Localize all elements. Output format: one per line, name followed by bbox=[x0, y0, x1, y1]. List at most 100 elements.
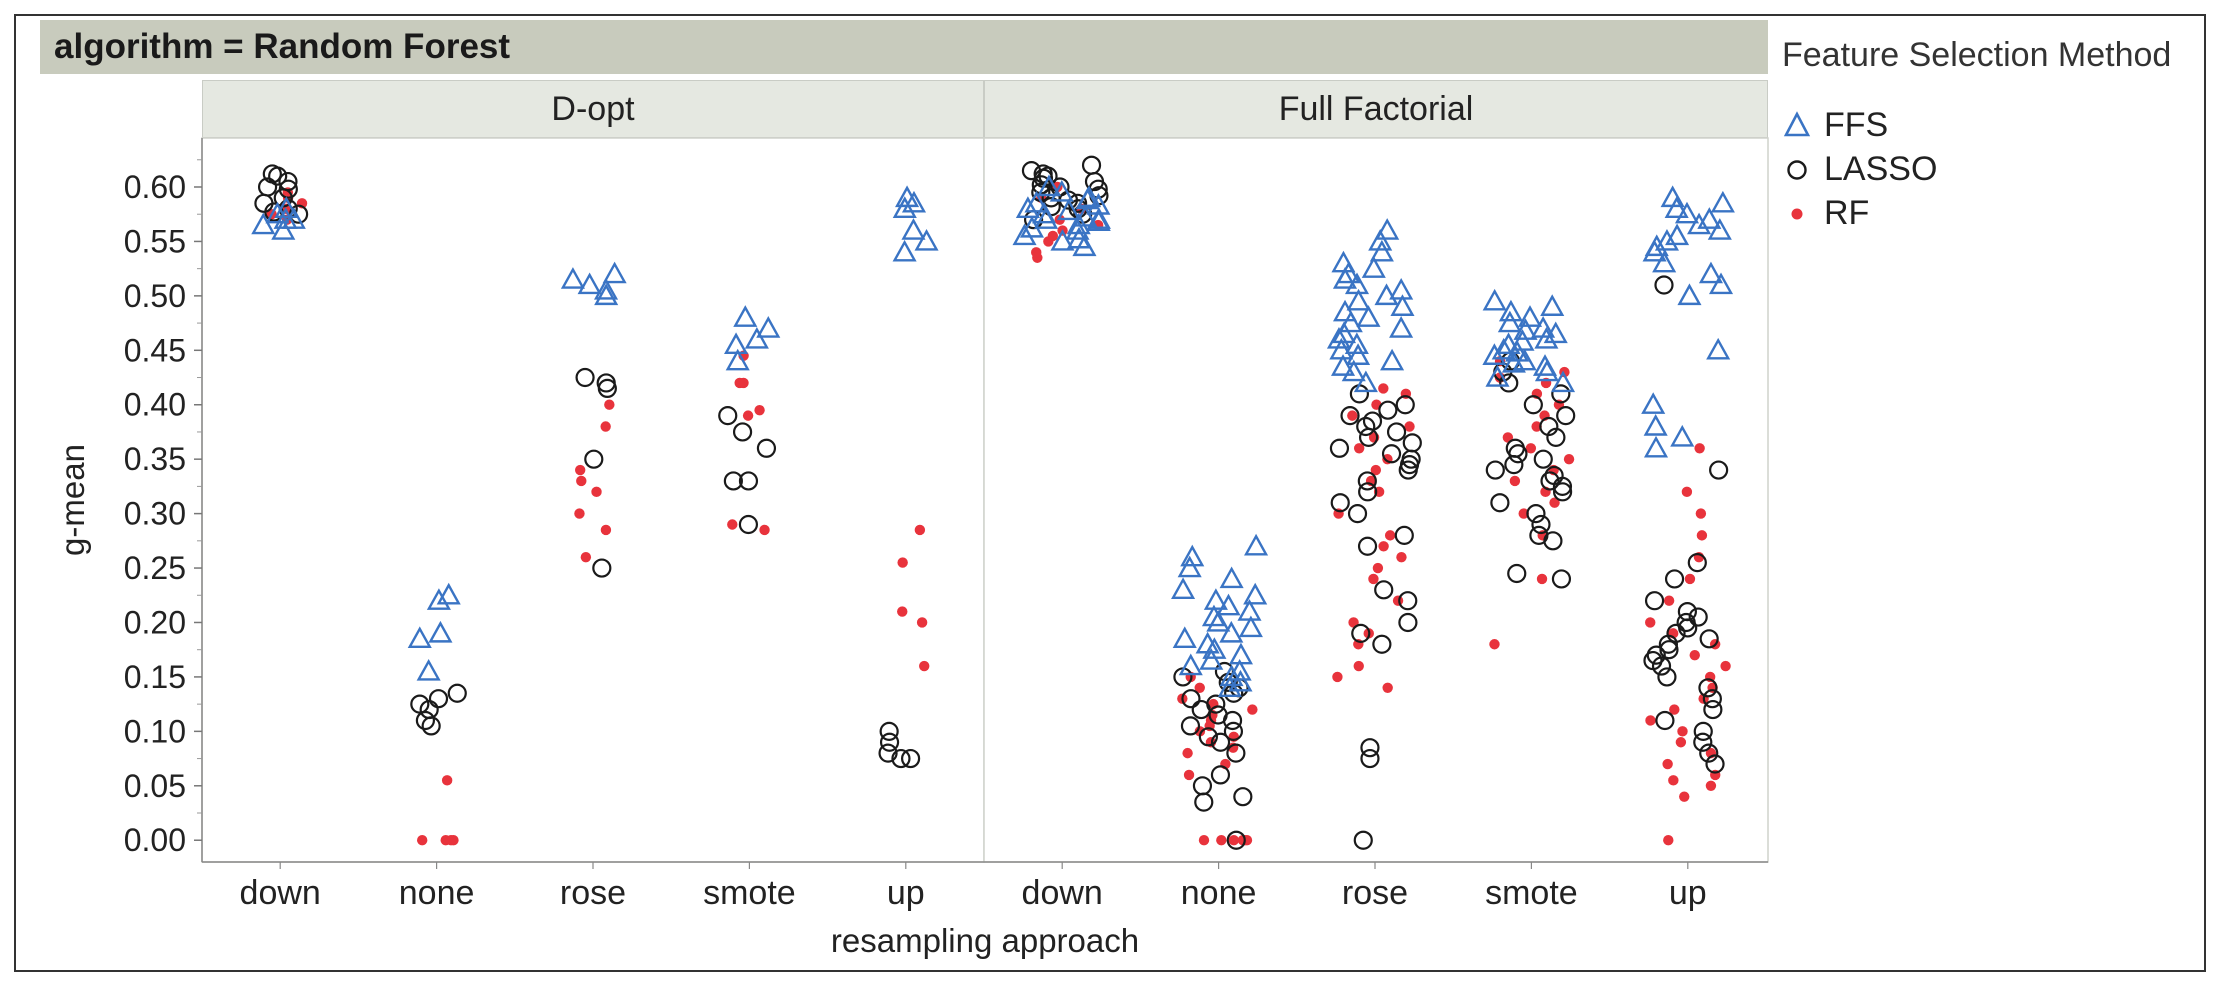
point-lasso bbox=[262, 164, 282, 184]
point-lasso bbox=[1529, 525, 1549, 545]
point-ffs bbox=[1353, 370, 1378, 393]
y-tick-label: 0.20 bbox=[124, 604, 186, 640]
point-rf bbox=[1489, 639, 1500, 650]
point-lasso bbox=[1699, 629, 1719, 649]
point-ffs bbox=[1338, 310, 1363, 333]
point-ffs bbox=[1216, 593, 1241, 616]
point-ffs bbox=[1356, 305, 1381, 327]
point-lasso bbox=[257, 177, 278, 197]
point-ffs bbox=[1706, 337, 1731, 360]
point-lasso bbox=[278, 171, 298, 192]
point-ffs bbox=[1050, 228, 1075, 251]
point-rf bbox=[1353, 443, 1365, 454]
point-rf bbox=[754, 404, 765, 416]
legend-label-ffs: FFS bbox=[1824, 106, 1889, 144]
panel-strip-d-opt: D-opt bbox=[202, 80, 984, 138]
point-rf bbox=[1525, 443, 1537, 454]
point-rf bbox=[1684, 573, 1696, 585]
point-ffs bbox=[1677, 283, 1702, 306]
point-ffs bbox=[1180, 544, 1205, 567]
point-ffs bbox=[1513, 318, 1538, 340]
point-rf bbox=[445, 835, 457, 846]
point-ffs bbox=[1031, 201, 1057, 224]
point-lasso bbox=[732, 422, 753, 442]
point-ffs bbox=[1332, 299, 1358, 322]
point-rf bbox=[916, 617, 928, 628]
point-lasso bbox=[1702, 689, 1722, 709]
point-lasso bbox=[592, 558, 612, 578]
point-ffs bbox=[1228, 669, 1253, 692]
point-ffs bbox=[756, 316, 781, 338]
point-rf bbox=[1645, 617, 1656, 628]
point-ffs bbox=[1219, 566, 1244, 589]
point-rf bbox=[1669, 704, 1680, 715]
y-tick-label: 0.50 bbox=[124, 278, 186, 314]
y-tick-label: 0.00 bbox=[124, 822, 186, 858]
point-ffs bbox=[1056, 198, 1081, 221]
point-lasso bbox=[1678, 618, 1698, 638]
y-tick-label: 0.05 bbox=[124, 768, 186, 804]
point-rf bbox=[1382, 682, 1393, 694]
point-lasso bbox=[1398, 591, 1418, 611]
point-lasso bbox=[1358, 482, 1378, 502]
point-rf bbox=[1031, 247, 1042, 258]
point-rf bbox=[727, 519, 738, 530]
point-lasso bbox=[1340, 406, 1360, 426]
y-tick-label: 0.35 bbox=[124, 441, 186, 477]
point-ffs bbox=[1346, 288, 1371, 311]
point-ffs bbox=[1389, 316, 1414, 338]
point-lasso bbox=[1198, 727, 1218, 747]
point-ffs bbox=[1497, 310, 1522, 333]
x-tick-label: smote bbox=[703, 874, 796, 912]
point-lasso bbox=[1531, 514, 1551, 535]
point-ffs bbox=[1332, 267, 1358, 289]
point-lasso bbox=[1362, 411, 1383, 431]
point-lasso bbox=[596, 373, 616, 393]
point-ffs bbox=[1346, 343, 1371, 365]
point-lasso bbox=[584, 449, 604, 469]
point-lasso bbox=[1386, 422, 1407, 442]
point-ffs bbox=[892, 239, 917, 262]
point-ffs bbox=[725, 348, 750, 371]
point-lasso bbox=[900, 748, 921, 769]
point-lasso bbox=[1360, 748, 1380, 769]
x-tick-label: down bbox=[1022, 874, 1103, 912]
point-ffs bbox=[1665, 223, 1690, 246]
point-lasso bbox=[1210, 732, 1231, 752]
y-tick-label: 0.40 bbox=[124, 387, 186, 423]
point-lasso bbox=[1394, 525, 1414, 545]
point-rf bbox=[1182, 747, 1193, 759]
point-rf bbox=[1396, 551, 1407, 563]
point-ffs bbox=[1065, 218, 1090, 240]
point-ffs bbox=[1517, 305, 1543, 327]
point-lasso bbox=[1654, 275, 1674, 295]
point-ffs bbox=[271, 218, 296, 240]
point-lasso bbox=[738, 471, 759, 491]
point-rf bbox=[1378, 541, 1389, 552]
x-tick-label: down bbox=[240, 874, 321, 912]
point-lasso bbox=[1081, 155, 1102, 175]
point-ffs bbox=[1697, 207, 1722, 229]
point-ffs bbox=[1501, 350, 1526, 373]
y-tick-label: 0.15 bbox=[124, 659, 186, 695]
point-lasso bbox=[278, 179, 298, 199]
point-ffs bbox=[733, 305, 758, 327]
point-lasso bbox=[575, 367, 595, 388]
point-lasso bbox=[1351, 623, 1371, 643]
point-ffs bbox=[1244, 533, 1269, 556]
point-lasso bbox=[1360, 738, 1380, 758]
point-ffs bbox=[1664, 196, 1689, 218]
point-lasso bbox=[1644, 591, 1665, 611]
point-rf bbox=[1549, 497, 1560, 508]
point-ffs bbox=[1505, 340, 1530, 362]
point-ffs bbox=[1510, 329, 1535, 351]
point-lasso bbox=[1504, 455, 1524, 475]
point-rf bbox=[1518, 508, 1529, 519]
point-lasso bbox=[718, 406, 738, 426]
point-ffs bbox=[1344, 332, 1369, 355]
point-ffs bbox=[1660, 185, 1685, 208]
point-rf bbox=[1696, 530, 1708, 541]
panel-label-d-opt: D-opt bbox=[551, 90, 635, 128]
point-lasso bbox=[1347, 504, 1368, 524]
point-ffs bbox=[724, 332, 749, 355]
